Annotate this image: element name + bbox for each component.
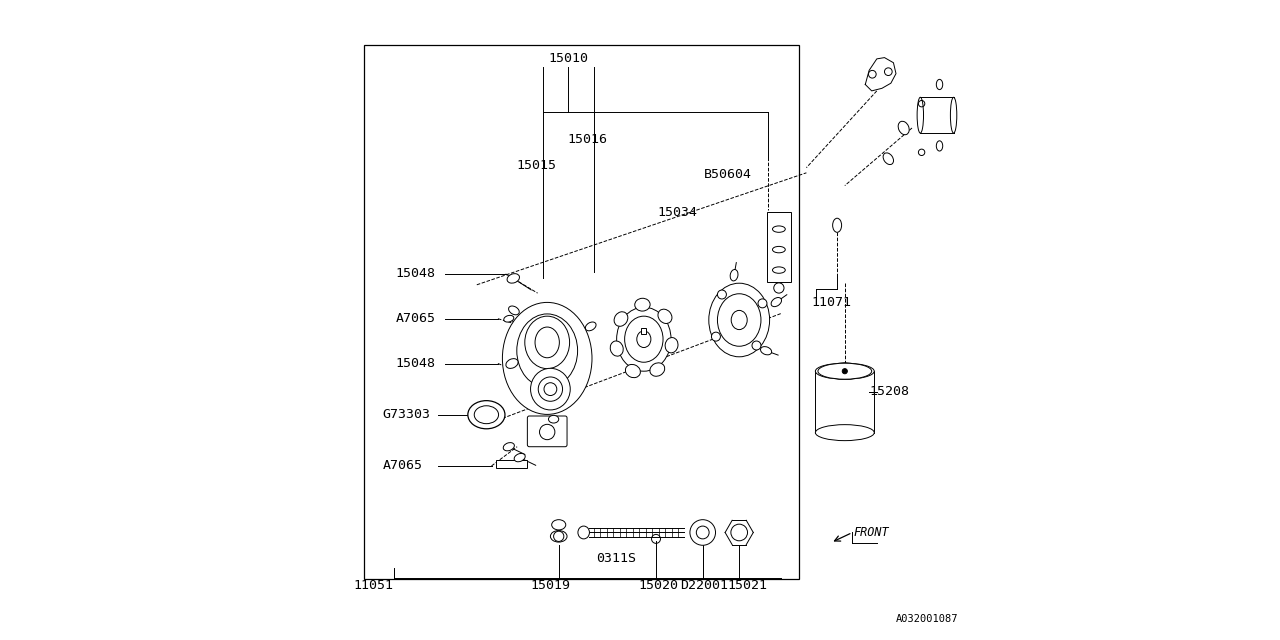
Ellipse shape bbox=[818, 363, 872, 379]
Text: 15048: 15048 bbox=[396, 357, 435, 370]
Circle shape bbox=[554, 531, 564, 541]
Ellipse shape bbox=[625, 316, 663, 362]
Ellipse shape bbox=[503, 443, 515, 451]
Ellipse shape bbox=[823, 363, 867, 379]
Ellipse shape bbox=[771, 298, 782, 307]
Circle shape bbox=[773, 283, 783, 293]
Text: 15048: 15048 bbox=[396, 268, 435, 280]
Ellipse shape bbox=[474, 406, 499, 424]
Text: 15208: 15208 bbox=[869, 385, 909, 398]
Ellipse shape bbox=[899, 121, 909, 135]
Text: 15016: 15016 bbox=[567, 133, 608, 146]
Ellipse shape bbox=[836, 363, 854, 379]
Text: 15019: 15019 bbox=[530, 579, 571, 592]
Circle shape bbox=[544, 383, 557, 396]
Ellipse shape bbox=[731, 310, 748, 330]
Circle shape bbox=[842, 369, 847, 374]
Bar bbox=[497, 460, 527, 468]
Ellipse shape bbox=[815, 425, 874, 440]
Ellipse shape bbox=[535, 327, 559, 358]
Ellipse shape bbox=[773, 226, 786, 232]
Circle shape bbox=[690, 520, 716, 545]
Ellipse shape bbox=[506, 358, 518, 369]
Ellipse shape bbox=[773, 246, 786, 253]
Bar bbox=[364, 45, 799, 579]
Ellipse shape bbox=[637, 331, 652, 348]
Ellipse shape bbox=[508, 306, 520, 315]
Ellipse shape bbox=[937, 141, 943, 151]
Ellipse shape bbox=[550, 531, 567, 542]
Text: 0311S: 0311S bbox=[595, 552, 636, 564]
Ellipse shape bbox=[650, 363, 664, 376]
Text: 15010: 15010 bbox=[548, 52, 589, 65]
Ellipse shape bbox=[829, 363, 860, 379]
Circle shape bbox=[712, 332, 721, 341]
Text: 15021: 15021 bbox=[727, 579, 768, 592]
Text: G73303: G73303 bbox=[383, 408, 430, 421]
Text: 15034: 15034 bbox=[657, 206, 698, 219]
Text: B50604: B50604 bbox=[704, 168, 753, 180]
Ellipse shape bbox=[730, 269, 739, 281]
Bar bbox=[641, 328, 646, 334]
Text: A032001087: A032001087 bbox=[896, 614, 959, 624]
FancyBboxPatch shape bbox=[527, 416, 567, 447]
Ellipse shape bbox=[709, 283, 769, 357]
Ellipse shape bbox=[617, 307, 671, 371]
Circle shape bbox=[696, 526, 709, 539]
Circle shape bbox=[540, 424, 556, 440]
Ellipse shape bbox=[507, 274, 520, 283]
Ellipse shape bbox=[579, 526, 590, 539]
Ellipse shape bbox=[504, 316, 513, 322]
Circle shape bbox=[884, 68, 892, 76]
Ellipse shape bbox=[916, 97, 924, 133]
Text: 11051: 11051 bbox=[353, 579, 393, 592]
Ellipse shape bbox=[515, 453, 525, 462]
Text: A7065: A7065 bbox=[396, 312, 435, 325]
Ellipse shape bbox=[467, 401, 504, 429]
Ellipse shape bbox=[773, 267, 786, 273]
Ellipse shape bbox=[503, 302, 591, 415]
Ellipse shape bbox=[937, 79, 943, 90]
Text: A7065: A7065 bbox=[383, 460, 422, 472]
Ellipse shape bbox=[815, 363, 874, 379]
Text: FRONT: FRONT bbox=[854, 526, 890, 539]
Bar bbox=[767, 212, 791, 282]
Ellipse shape bbox=[530, 368, 571, 410]
Ellipse shape bbox=[614, 312, 627, 326]
Text: 15020: 15020 bbox=[637, 579, 678, 592]
Ellipse shape bbox=[760, 347, 772, 355]
Ellipse shape bbox=[549, 415, 559, 423]
Ellipse shape bbox=[635, 298, 650, 311]
Ellipse shape bbox=[626, 364, 640, 378]
Circle shape bbox=[718, 290, 727, 299]
Ellipse shape bbox=[517, 314, 577, 387]
Ellipse shape bbox=[611, 341, 623, 356]
Ellipse shape bbox=[718, 294, 760, 346]
Circle shape bbox=[868, 70, 876, 78]
Ellipse shape bbox=[832, 218, 842, 232]
Ellipse shape bbox=[658, 309, 672, 323]
Ellipse shape bbox=[666, 337, 678, 353]
Ellipse shape bbox=[552, 520, 566, 530]
Circle shape bbox=[731, 524, 748, 541]
Ellipse shape bbox=[950, 97, 957, 133]
Ellipse shape bbox=[525, 316, 570, 369]
Ellipse shape bbox=[539, 377, 563, 401]
Text: 15015: 15015 bbox=[516, 159, 557, 172]
Text: 11071: 11071 bbox=[812, 296, 851, 308]
Ellipse shape bbox=[585, 322, 596, 331]
Circle shape bbox=[758, 299, 767, 308]
Circle shape bbox=[751, 341, 760, 350]
Ellipse shape bbox=[883, 153, 893, 164]
Text: D22001: D22001 bbox=[680, 579, 728, 592]
